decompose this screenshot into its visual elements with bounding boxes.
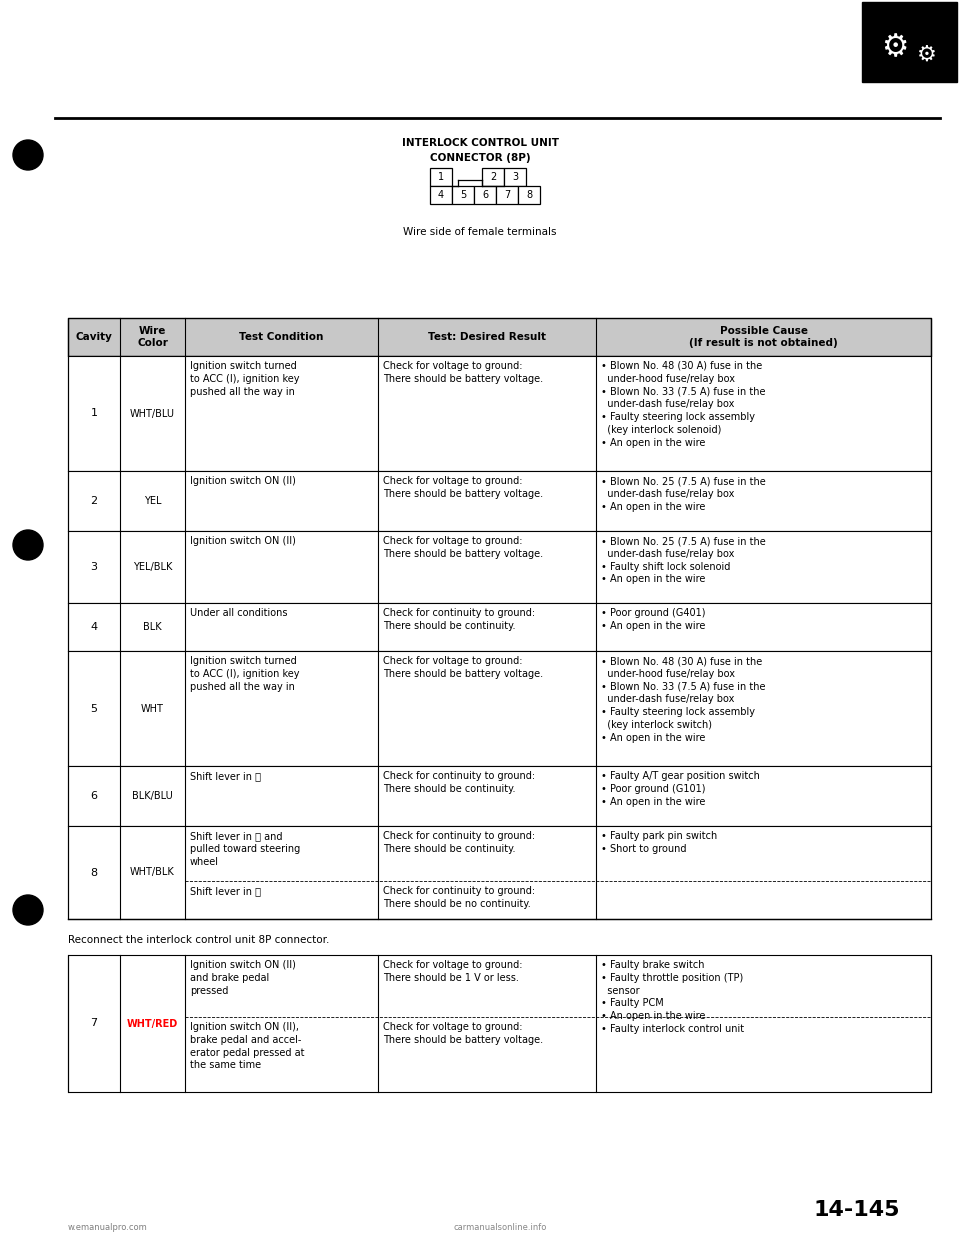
- Text: Shift lever in Ⓟ: Shift lever in Ⓟ: [190, 771, 261, 781]
- Bar: [68, 356, 931, 471]
- Text: WHT/BLU: WHT/BLU: [130, 409, 175, 419]
- Text: Cavity: Cavity: [76, 332, 112, 342]
- Circle shape: [13, 140, 43, 170]
- Text: INTERLOCK CONTROL UNIT: INTERLOCK CONTROL UNIT: [401, 138, 559, 148]
- Text: Check for voltage to ground:
There should be 1 V or less.: Check for voltage to ground: There shoul…: [383, 960, 522, 982]
- Bar: [68, 955, 931, 1092]
- Text: • Faulty park pin switch
• Short to ground: • Faulty park pin switch • Short to grou…: [601, 831, 717, 853]
- Text: Check for voltage to ground:
There should be battery voltage.: Check for voltage to ground: There shoul…: [383, 476, 543, 499]
- Text: Check for voltage to ground:
There should be battery voltage.: Check for voltage to ground: There shoul…: [383, 656, 543, 679]
- Text: Ignition switch ON (II),
brake pedal and accel-
erator pedal pressed at
the same: Ignition switch ON (II), brake pedal and…: [190, 1022, 304, 1071]
- Bar: [452, 186, 474, 204]
- Bar: [68, 766, 931, 826]
- Bar: [68, 651, 931, 766]
- Text: Reconnect the interlock control unit 8P connector.: Reconnect the interlock control unit 8P …: [68, 935, 329, 945]
- Text: 7: 7: [90, 1018, 98, 1028]
- Text: Shift lever in Ⓟ and
pulled toward steering
wheel: Shift lever in Ⓟ and pulled toward steer…: [190, 831, 300, 867]
- Circle shape: [13, 895, 43, 925]
- Text: Ignition switch ON (II)
and brake pedal
pressed: Ignition switch ON (II) and brake pedal …: [190, 960, 296, 996]
- Bar: [68, 471, 931, 532]
- Text: • Blown No. 48 (30 A) fuse in the
  under-hood fuse/relay box
• Blown No. 33 (7.: • Blown No. 48 (30 A) fuse in the under-…: [601, 656, 765, 743]
- Text: Possible Cause
(If result is not obtained): Possible Cause (If result is not obtaine…: [689, 325, 838, 348]
- Text: 6: 6: [482, 190, 488, 200]
- Text: BLK: BLK: [143, 622, 162, 632]
- Text: Check for continuity to ground:
There should be continuity.: Check for continuity to ground: There sh…: [383, 771, 535, 794]
- Text: Check for voltage to ground:
There should be battery voltage.: Check for voltage to ground: There shoul…: [383, 361, 543, 384]
- Text: 14-145: 14-145: [813, 1200, 900, 1220]
- Text: 8: 8: [90, 867, 98, 878]
- Text: 2: 2: [490, 171, 496, 183]
- Text: CONNECTOR (8P): CONNECTOR (8P): [430, 153, 530, 163]
- Bar: [430, 168, 452, 186]
- Bar: [430, 186, 452, 204]
- Text: Check for voltage to ground:
There should be battery voltage.: Check for voltage to ground: There shoul…: [383, 537, 543, 559]
- Text: Check for continuity to ground:
There should be continuity.: Check for continuity to ground: There sh…: [383, 831, 535, 853]
- Text: 4: 4: [90, 622, 98, 632]
- Text: 8: 8: [526, 190, 532, 200]
- Text: Wire side of female terminals: Wire side of female terminals: [403, 227, 557, 237]
- Text: Under all conditions: Under all conditions: [190, 609, 287, 619]
- Text: Ignition switch turned
to ACC (I), ignition key
pushed all the way in: Ignition switch turned to ACC (I), ignit…: [190, 361, 300, 396]
- Text: • Blown No. 48 (30 A) fuse in the
  under-hood fuse/relay box
• Blown No. 33 (7.: • Blown No. 48 (30 A) fuse in the under-…: [601, 361, 765, 448]
- Text: YEL: YEL: [144, 496, 161, 505]
- Text: • Blown No. 25 (7.5 A) fuse in the
  under-dash fuse/relay box
• Faulty shift lo: • Blown No. 25 (7.5 A) fuse in the under…: [601, 537, 766, 585]
- Bar: [68, 532, 931, 604]
- Text: 5: 5: [90, 703, 98, 713]
- Bar: [518, 186, 540, 204]
- Text: WHT/RED: WHT/RED: [127, 1018, 179, 1028]
- Bar: [68, 826, 931, 919]
- Text: Check for continuity to ground:
There should be no continuity.: Check for continuity to ground: There sh…: [383, 886, 535, 909]
- Text: 6: 6: [90, 791, 98, 801]
- Text: • Faulty brake switch
• Faulty throttle position (TP)
  sensor
• Faulty PCM
• An: • Faulty brake switch • Faulty throttle …: [601, 960, 744, 1035]
- Text: WHT/BLK: WHT/BLK: [131, 867, 175, 878]
- Bar: [68, 318, 931, 356]
- Text: w.emanualpro.com: w.emanualpro.com: [68, 1223, 148, 1232]
- Text: Test: Desired Result: Test: Desired Result: [428, 332, 546, 342]
- Text: 1: 1: [438, 171, 444, 183]
- Text: 7: 7: [504, 190, 510, 200]
- Text: • Blown No. 25 (7.5 A) fuse in the
  under-dash fuse/relay box
• An open in the : • Blown No. 25 (7.5 A) fuse in the under…: [601, 476, 766, 512]
- Text: 3: 3: [512, 171, 518, 183]
- Text: ⚙: ⚙: [881, 34, 909, 62]
- Text: carmanualsonline.info: carmanualsonline.info: [453, 1223, 546, 1232]
- Bar: [496, 186, 518, 204]
- Text: YEL/BLK: YEL/BLK: [132, 561, 172, 573]
- Text: Check for continuity to ground:
There should be continuity.: Check for continuity to ground: There sh…: [383, 609, 535, 631]
- Text: 1: 1: [90, 409, 98, 419]
- Text: 3: 3: [90, 561, 98, 573]
- Text: ⚙: ⚙: [917, 45, 937, 65]
- Bar: [504, 168, 526, 186]
- Bar: [482, 168, 504, 186]
- Text: Shift lever in Ⓟ: Shift lever in Ⓟ: [190, 886, 261, 895]
- Text: Ignition switch turned
to ACC (I), ignition key
pushed all the way in: Ignition switch turned to ACC (I), ignit…: [190, 656, 300, 692]
- Text: Ignition switch ON (II): Ignition switch ON (II): [190, 476, 296, 486]
- Text: Test Condition: Test Condition: [239, 332, 324, 342]
- Text: Check for voltage to ground:
There should be battery voltage.: Check for voltage to ground: There shoul…: [383, 1022, 543, 1045]
- Text: Ignition switch ON (II): Ignition switch ON (II): [190, 537, 296, 546]
- Bar: [68, 604, 931, 651]
- Text: BLK/BLU: BLK/BLU: [132, 791, 173, 801]
- Text: 4: 4: [438, 190, 444, 200]
- Bar: [862, 2, 957, 82]
- Text: • Faulty A/T gear position switch
• Poor ground (G101)
• An open in the wire: • Faulty A/T gear position switch • Poor…: [601, 771, 760, 806]
- Bar: [474, 186, 496, 204]
- Text: 5: 5: [460, 190, 467, 200]
- Text: 2: 2: [90, 496, 98, 505]
- Text: Wire
Color: Wire Color: [137, 325, 168, 348]
- Circle shape: [13, 530, 43, 560]
- Text: WHT: WHT: [141, 703, 164, 713]
- Text: • Poor ground (G401)
• An open in the wire: • Poor ground (G401) • An open in the wi…: [601, 609, 706, 631]
